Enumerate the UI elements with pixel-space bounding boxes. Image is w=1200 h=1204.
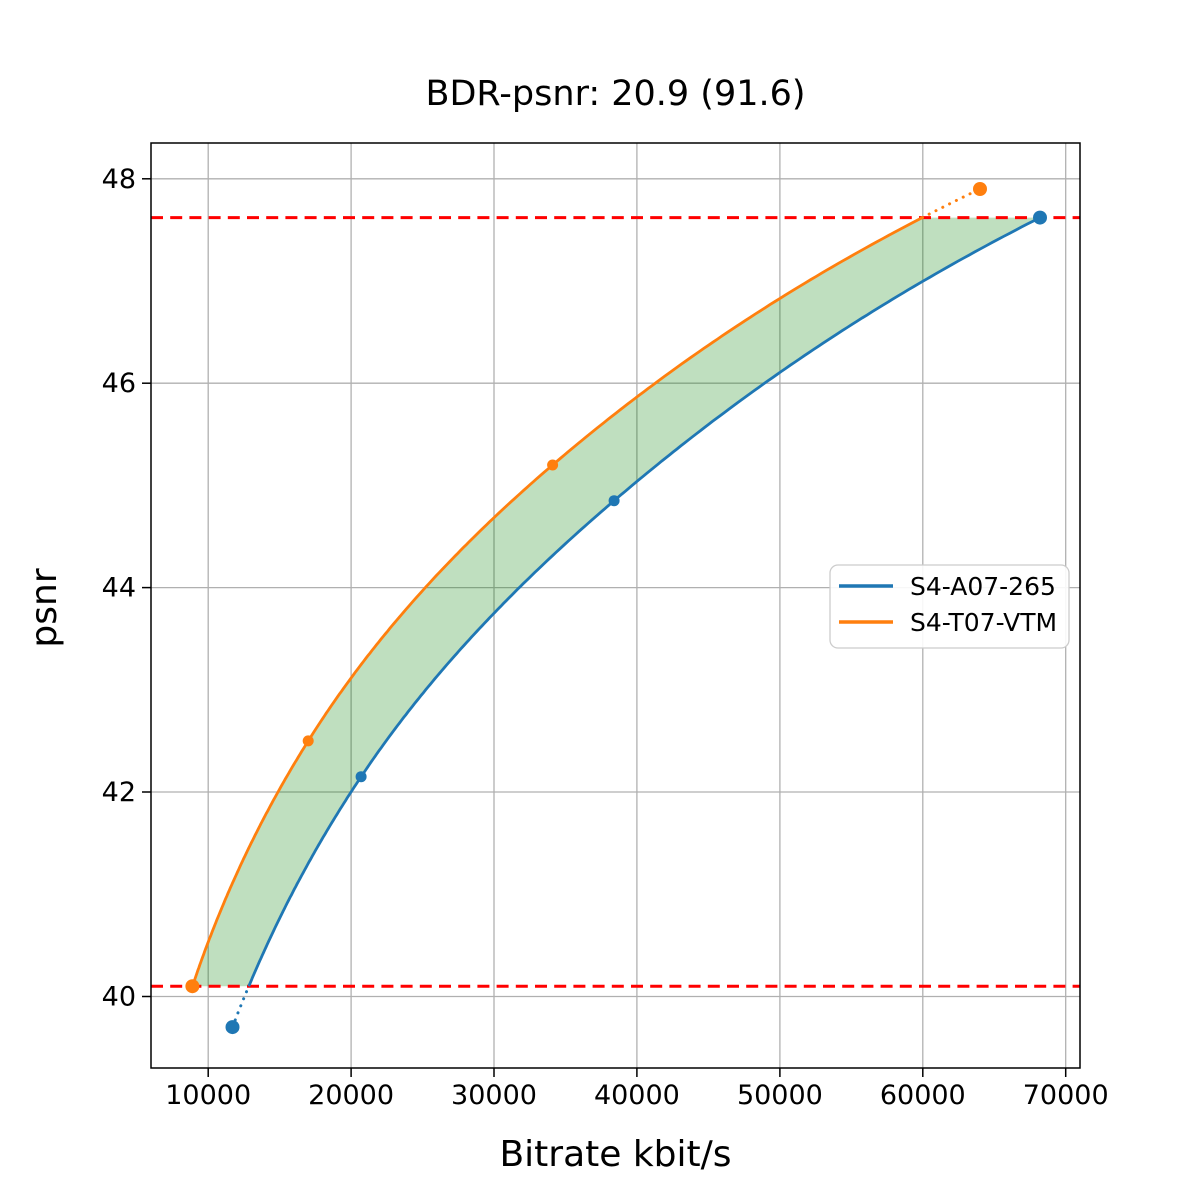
x-tick-label: 20000 <box>308 1080 394 1111</box>
legend-label: S4-T07-VTM <box>910 608 1057 637</box>
data-point-s4-t07-vtm <box>973 182 987 196</box>
x-tick-label: 40000 <box>594 1080 680 1111</box>
x-tick-label: 50000 <box>737 1080 823 1111</box>
series-curve-s4-t07-vtm <box>191 216 924 987</box>
x-tick-label: 30000 <box>451 1080 537 1111</box>
data-point-s4-a07-265 <box>1033 210 1047 225</box>
data-point-s4-a07-265 <box>225 1020 240 1035</box>
data-point-s4-a07-265 <box>355 771 367 783</box>
data-point-s4-t07-vtm <box>302 735 314 747</box>
plot-border <box>150 142 1081 1069</box>
x-tick-label: 60000 <box>880 1080 966 1111</box>
series-curve-dotted-s4-a07-265 <box>231 984 251 1029</box>
y-tick-label: 46 <box>102 368 136 399</box>
x-tick-label: 10000 <box>165 1080 251 1111</box>
y-tick-label: 48 <box>102 164 136 195</box>
data-point-s4-t07-vtm <box>185 979 200 994</box>
data-point-s4-a07-265 <box>608 495 620 507</box>
legend-label: S4-A07-265 <box>910 572 1056 601</box>
y-axis-label: psnr <box>24 568 65 647</box>
shaded-region <box>192 217 1040 987</box>
x-tick-label: 70000 <box>1023 1080 1109 1111</box>
series-curve-dotted-s4-t07-vtm <box>920 187 982 220</box>
y-tick-label: 44 <box>102 573 136 604</box>
chart-title: BDR-psnr: 20.9 (91.6) <box>425 74 806 114</box>
x-axis-label: Bitrate kbit/s <box>499 1134 732 1175</box>
series-curve-s4-a07-265 <box>247 216 1041 987</box>
y-tick-label: 42 <box>102 777 136 808</box>
y-tick-label: 40 <box>102 982 136 1013</box>
data-point-s4-t07-vtm <box>547 459 559 471</box>
